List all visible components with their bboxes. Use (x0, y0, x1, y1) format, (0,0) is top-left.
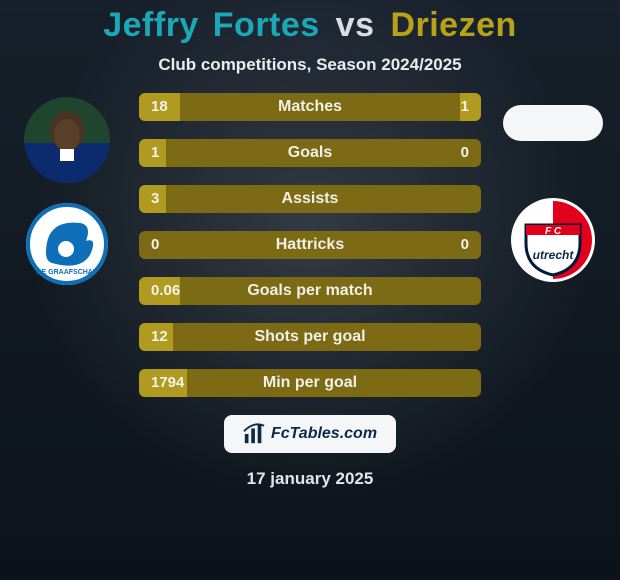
stat-right-value (457, 323, 481, 351)
stat-row-min-per-goal: 1794 Min per goal (139, 369, 481, 397)
stat-label: Matches (139, 93, 481, 121)
left-player-column: DE GRAAFSCHAP (2, 93, 132, 287)
comparison-body: DE GRAAFSCHAP F C utrecht 18 Matches (0, 93, 620, 489)
season-subtitle: Club competitions, Season 2024/2025 (0, 55, 620, 75)
stat-label: Min per goal (139, 369, 481, 397)
stats-bars: 18 Matches 1 1 Goals 0 3 Assists 0 (139, 93, 481, 397)
stat-right-value: 0 (449, 139, 481, 167)
brand-text: FcTables.com (271, 425, 377, 443)
stat-label: Hattricks (139, 231, 481, 259)
stat-right-value (457, 369, 481, 397)
stat-row-assists: 3 Assists (139, 185, 481, 213)
stat-right-value: 1 (449, 93, 481, 121)
stat-label: Goals (139, 139, 481, 167)
de-graafschap-logo: DE GRAAFSCHAP (24, 201, 110, 287)
player1-avatar (24, 97, 110, 183)
svg-text:DE GRAAFSCHAP: DE GRAAFSCHAP (36, 269, 97, 276)
fctables-brand: FcTables.com (224, 415, 396, 453)
player2-name: Driezen (390, 6, 516, 44)
svg-text:F C: F C (545, 226, 562, 237)
comparison-title: Jeffry Fortes vs Driezen (0, 0, 620, 45)
stat-label: Goals per match (139, 277, 481, 305)
snapshot-date: 17 january 2025 (0, 469, 620, 489)
svg-text:utrecht: utrecht (533, 248, 575, 262)
stat-row-goals-per-match: 0.06 Goals per match (139, 277, 481, 305)
stat-row-goals: 1 Goals 0 (139, 139, 481, 167)
fc-utrecht-logo: F C utrecht (510, 197, 596, 283)
avatar-icon (24, 97, 110, 183)
right-player-column: F C utrecht (488, 93, 618, 283)
stat-row-shots-per-goal: 12 Shots per goal (139, 323, 481, 351)
player2-avatar-placeholder (503, 105, 603, 141)
vs-label: vs (336, 6, 375, 44)
stat-right-value: 0 (449, 231, 481, 259)
stat-row-hattricks: 0 Hattricks 0 (139, 231, 481, 259)
stat-row-matches: 18 Matches 1 (139, 93, 481, 121)
stat-label: Shots per goal (139, 323, 481, 351)
stat-right-value (457, 185, 481, 213)
stat-right-value (457, 277, 481, 305)
stat-label: Assists (139, 185, 481, 213)
player1-name: Jeffry Fortes (103, 6, 319, 44)
barchart-icon (243, 423, 265, 445)
